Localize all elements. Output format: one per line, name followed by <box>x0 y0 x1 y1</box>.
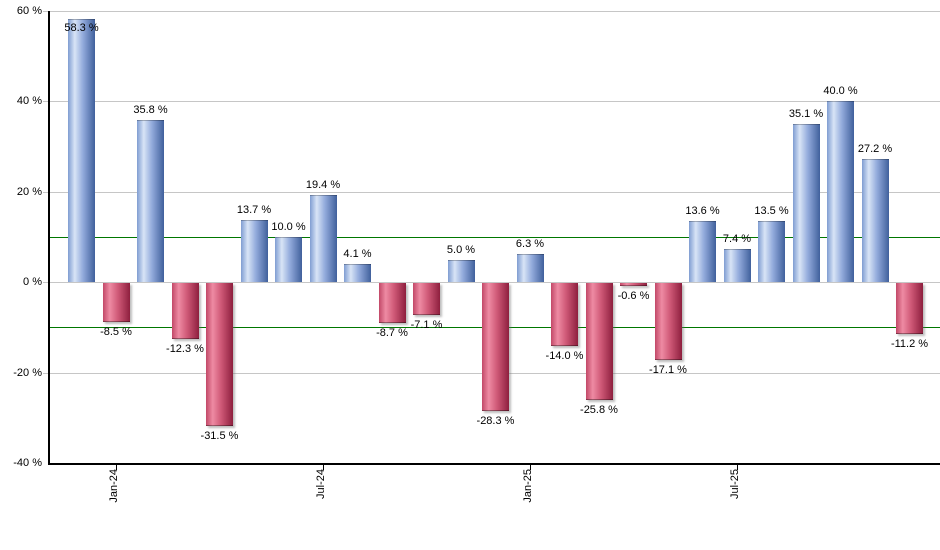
bar-value-label: -25.8 % <box>580 403 618 416</box>
y-axis-tick <box>43 282 48 284</box>
y-axis-tick-label: -40 % <box>13 457 42 469</box>
bar-value-label: -8.5 % <box>100 325 132 338</box>
gridline <box>50 101 940 103</box>
gridline <box>50 11 940 12</box>
bar-value-label: -12.3 % <box>166 342 204 355</box>
bar-value-label: 58.3 % <box>64 21 99 34</box>
bar <box>689 220 716 283</box>
x-axis-tick <box>115 465 117 470</box>
bar-value-label: -14.0 % <box>545 350 584 363</box>
bar-value-label: 6.3 % <box>515 237 545 250</box>
bar-value-label: 13.7 % <box>236 204 272 217</box>
bar-value-label: 5.0 % <box>446 243 476 256</box>
y-axis-tick <box>43 372 48 374</box>
bar <box>585 283 613 400</box>
reference-line <box>50 237 940 238</box>
bar-value-label: 10.0 % <box>271 221 306 233</box>
y-axis-tick-label: 60 % <box>16 5 42 17</box>
bar <box>861 159 889 283</box>
bar-value-label: 13.5 % <box>754 205 789 218</box>
bar-value-label: -28.3 % <box>476 415 515 428</box>
x-axis-tick-label: Jan-25 <box>522 469 534 503</box>
bar-value-label: 19.4 % <box>305 178 341 191</box>
plot-area <box>48 11 940 465</box>
bar <box>102 283 130 322</box>
bar-value-label: -11.2 % <box>890 337 929 350</box>
bar <box>447 259 475 283</box>
x-axis-tick <box>322 465 324 470</box>
bar <box>758 221 785 283</box>
bar <box>620 283 647 286</box>
gridline <box>50 282 940 284</box>
gridline <box>50 191 940 193</box>
bar <box>723 248 751 283</box>
y-axis-tick-label: 20 % <box>16 185 42 198</box>
bar <box>654 283 682 361</box>
bar <box>344 263 371 283</box>
x-axis-tick <box>529 465 531 470</box>
x-axis-tick-label: Jul-24 <box>315 469 327 499</box>
bar <box>240 220 268 283</box>
bar-value-label: 27.2 % <box>857 143 893 156</box>
bar <box>171 283 199 339</box>
bar <box>827 101 854 283</box>
y-axis-tick-label: 40 % <box>16 95 42 108</box>
bar-value-label: -0.6 % <box>617 289 650 302</box>
bar <box>137 120 164 283</box>
bar <box>68 18 95 283</box>
y-axis-tick <box>43 101 48 103</box>
y-axis-tick-label: 0 % <box>23 276 42 289</box>
bar <box>516 253 544 283</box>
y-axis-tick-label: -20 % <box>13 366 42 379</box>
bar-value-label: -8.7 % <box>376 326 408 339</box>
bar-value-label: 7.4 % <box>722 232 752 245</box>
bar-value-label: -17.1 % <box>649 364 687 377</box>
bar-value-label: 35.1 % <box>788 107 824 120</box>
y-axis-tick <box>43 191 48 193</box>
bar-value-label: 35.8 % <box>133 104 168 117</box>
x-axis-tick-label: Jul-25 <box>729 469 741 499</box>
bar <box>413 283 440 316</box>
bar <box>896 283 923 334</box>
bar <box>551 283 578 347</box>
bar-value-label: 4.1 % <box>343 247 372 260</box>
bar <box>206 283 233 426</box>
bar <box>378 283 406 323</box>
bar-value-label: -31.5 % <box>200 429 239 442</box>
bar-value-label: -7.1 % <box>410 319 443 332</box>
y-axis-tick <box>43 11 48 12</box>
bar <box>275 237 302 283</box>
x-axis-tick <box>736 465 738 470</box>
bar-value-label: 13.6 % <box>685 204 720 217</box>
bar-value-label: 40.0 % <box>823 85 858 98</box>
bar <box>309 194 337 283</box>
bar <box>482 283 509 412</box>
x-axis-tick-label: Jan-24 <box>108 469 120 503</box>
bar <box>792 123 820 283</box>
